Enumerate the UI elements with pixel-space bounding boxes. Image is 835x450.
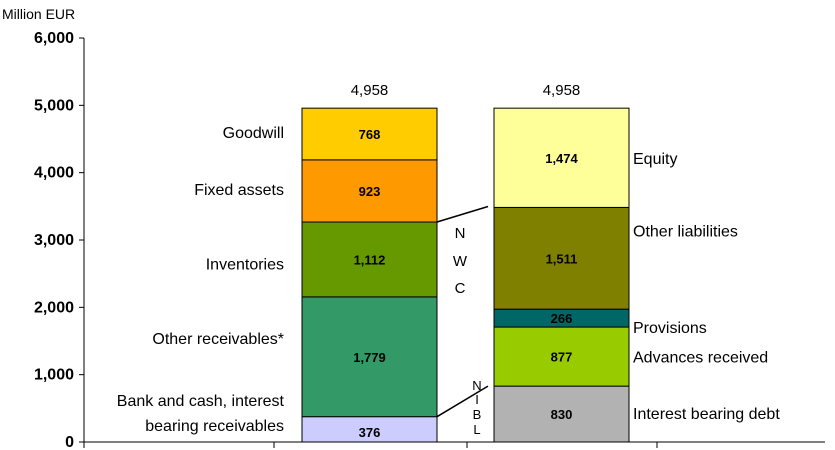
nwc-letter-0: N bbox=[455, 225, 466, 242]
stack-0-value-label-1: 1,779 bbox=[353, 350, 386, 365]
stack-1-segment-3 bbox=[493, 206, 630, 310]
stack-1-value-label-4: 1,474 bbox=[545, 151, 578, 166]
label-advances-received: Advances received bbox=[633, 350, 768, 367]
stack-0-total-label: 4,958 bbox=[351, 82, 389, 99]
nibl-letter-0: N bbox=[472, 378, 481, 393]
stack-0-segment-2 bbox=[301, 221, 438, 298]
stack-0-segment-1 bbox=[301, 296, 438, 418]
connector-nibl-top bbox=[436, 385, 489, 418]
nibl-letter-3: L bbox=[473, 422, 480, 437]
label-bank-cash-line2: bearing receivables bbox=[145, 418, 284, 435]
nibl-letter-2: B bbox=[473, 407, 482, 422]
unit-label: Million EUR bbox=[2, 6, 75, 22]
nwc-letter-1: W bbox=[453, 253, 468, 270]
label-inventories: Inventories bbox=[206, 256, 284, 273]
label-provisions: Provisions bbox=[633, 320, 707, 337]
y-tick-label-0: 0 bbox=[65, 434, 74, 450]
y-tick-label-3: 3,000 bbox=[34, 232, 74, 249]
stack-1-value-label-0: 830 bbox=[551, 407, 573, 422]
stack-1-segment-0 bbox=[493, 385, 630, 443]
label-other-liabilities: Other liabilities bbox=[633, 223, 738, 240]
stack-1-value-label-3: 1,511 bbox=[546, 251, 578, 266]
connector-nwc-top bbox=[436, 205, 489, 223]
stack-0-segment-3 bbox=[301, 159, 438, 223]
nwc-letter-2: C bbox=[455, 280, 466, 297]
nibl-letter-1: I bbox=[475, 392, 479, 407]
label-other-receivables: Other receivables* bbox=[152, 331, 284, 348]
stack-0-segment-4 bbox=[301, 107, 438, 161]
stack-0-value-label-2: 1,112 bbox=[354, 252, 386, 267]
label-interest-bearing-debt: Interest bearing debt bbox=[633, 406, 780, 423]
stack-1-value-label-2: 266 bbox=[551, 311, 573, 326]
y-tick-label-4: 4,000 bbox=[34, 165, 74, 182]
stack-1-total-label: 4,958 bbox=[543, 82, 581, 99]
stack-0-value-label-0: 376 bbox=[359, 425, 381, 440]
label-goodwill: Goodwill bbox=[223, 125, 284, 142]
stack-0-value-label-3: 923 bbox=[359, 184, 381, 199]
stack-1-segment-4 bbox=[493, 107, 630, 208]
stack-1-segment-1 bbox=[493, 326, 630, 387]
stack-0-segment-0 bbox=[301, 416, 438, 443]
y-tick-label-5: 5,000 bbox=[34, 97, 74, 114]
label-equity: Equity bbox=[633, 151, 677, 168]
label-bank-cash-line1: Bank and cash, interest bbox=[117, 393, 285, 410]
stack-1-value-label-1: 877 bbox=[551, 350, 573, 365]
y-tick-label-2: 2,000 bbox=[34, 299, 74, 316]
stack-0-value-label-4: 768 bbox=[359, 127, 381, 142]
y-tick-label-1: 1,000 bbox=[34, 367, 74, 384]
y-tick-label-6: 6,000 bbox=[34, 30, 74, 47]
label-fixed-assets: Fixed assets bbox=[194, 182, 284, 199]
